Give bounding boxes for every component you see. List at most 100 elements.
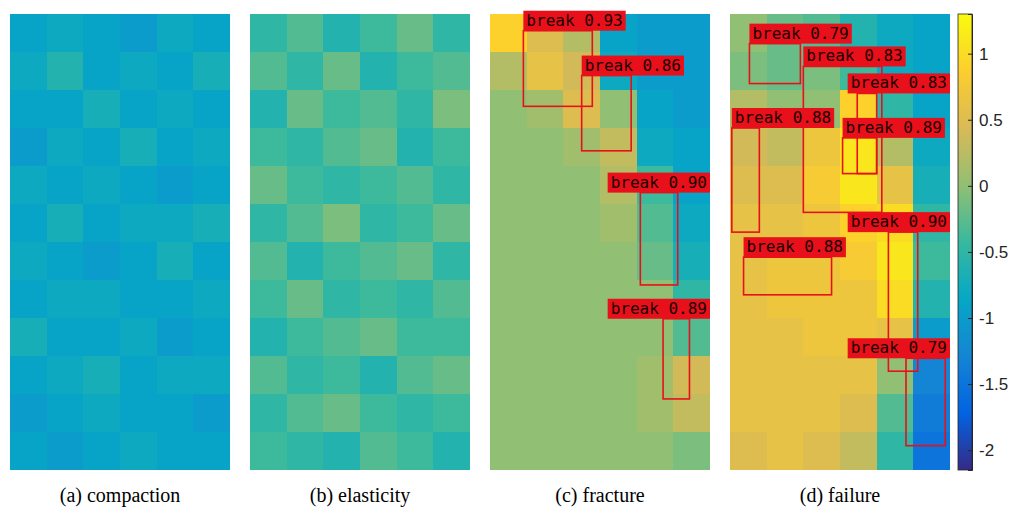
heatmap-cell [563,432,600,470]
box-label: break 0.86 [582,56,684,76]
heatmap-cell [433,204,470,243]
heatmap-cell [527,394,564,433]
heatmap-cell [323,394,360,433]
box-label: break 0.90 [848,212,950,232]
box-label: break 0.89 [843,118,945,138]
heatmap-cell [527,356,564,395]
heatmap-cell [250,432,287,470]
detection-box [732,128,760,232]
heatmap-cell [83,318,120,357]
heatmap-cell [360,318,397,357]
heatmap-cell [673,356,710,395]
heatmap-cell [527,204,564,243]
heatmap-cell [490,242,527,281]
heatmap-cell [637,128,674,167]
heatmap-cell [287,432,324,470]
box-label: break 0.83 [848,73,950,93]
heatmap-cell [527,128,564,167]
heatmap-cell [193,90,230,129]
heatmap-cell [490,52,527,91]
heatmap-cell [637,14,674,53]
heatmap-cell [250,128,287,167]
heatmap-cell [490,90,527,129]
box-label-bg [749,24,851,44]
heatmap-cell [10,128,47,167]
heatmap-cell [83,432,120,470]
box-label-bg [523,11,625,31]
heatmap-cell [83,204,120,243]
box-label-bg [744,237,846,257]
heatmap-cell [287,166,324,205]
heatmap-cell [120,128,157,167]
plot-area [250,14,470,470]
heatmap-cell [490,432,527,470]
box-label: break 0.79 [848,338,950,358]
heatmap-cell [10,356,47,395]
heatmap-cell [250,204,287,243]
heatmap-cell [287,90,324,129]
heatmap-cell [323,90,360,129]
heatmap-cell [287,394,324,433]
colorbar-tick-label: -1.5 [979,375,1008,394]
heatmap-cell [840,166,877,205]
colorbar-tick-label: -2 [979,441,994,460]
colorbar-tick: -0.5 [968,243,1008,262]
heatmap-cell [527,318,564,357]
heatmap-cell [767,318,804,357]
box-label: break 0.83 [803,46,905,66]
heatmap-cell [250,242,287,281]
heatmap-cell [323,14,360,53]
heatmap-cell [397,14,434,53]
heatmap-cell [563,204,600,243]
heatmap-cell [360,90,397,129]
heatmap-cell [323,356,360,395]
heatmap-cell [433,280,470,319]
heatmap-cell [157,318,194,357]
heatmap-cell [527,166,564,205]
heatmap-cell [397,204,434,243]
heatmap-cell [157,432,194,470]
heatmap-cell [730,128,767,167]
detection-box [744,257,832,295]
heatmap-cell [193,432,230,470]
heatmap-cell [157,394,194,433]
heatmap-cell [323,166,360,205]
heatmap-cell [600,318,637,357]
heatmap-cell [840,394,877,433]
heatmap-cell [397,128,434,167]
heatmap-cell [157,280,194,319]
heatmap-cell [490,356,527,395]
heatmap-cell [913,166,950,205]
heatmap-cell [120,356,157,395]
heatmap-cell [193,204,230,243]
heatmap-cell [360,166,397,205]
detection-box [906,358,945,445]
heatmap-cell [10,204,47,243]
heatmap-cell [323,432,360,470]
box-label-bg [848,338,950,358]
heatmap-cell [730,280,767,319]
colorbar-tick: -2 [968,441,994,460]
box-label: break 0.88 [744,237,846,257]
heatmap-cell [47,318,84,357]
box-label-text: break 0.90 [611,173,707,192]
heatmap-cell [767,280,804,319]
box-label-text: break 0.79 [851,338,947,357]
box-label-text: break 0.86 [585,56,681,75]
box-label-text: break 0.88 [747,237,843,256]
heatmap-cell [673,128,710,167]
heatmap-cell [767,52,804,91]
heatmap-cell [730,318,767,357]
heatmap-cell [767,128,804,167]
heatmap-cell [730,166,767,205]
heatmap-cell [157,90,194,129]
box-label-text: break 0.88 [735,108,831,127]
heatmap-cell [10,166,47,205]
heatmap-cell [360,280,397,319]
heatmap-cell [673,204,710,243]
colorbar-tick: 1 [968,45,988,64]
heatmap-cell [767,356,804,395]
heatmap-cell [637,242,674,281]
heatmap-cell [10,318,47,357]
heatmap-cell [673,14,710,53]
